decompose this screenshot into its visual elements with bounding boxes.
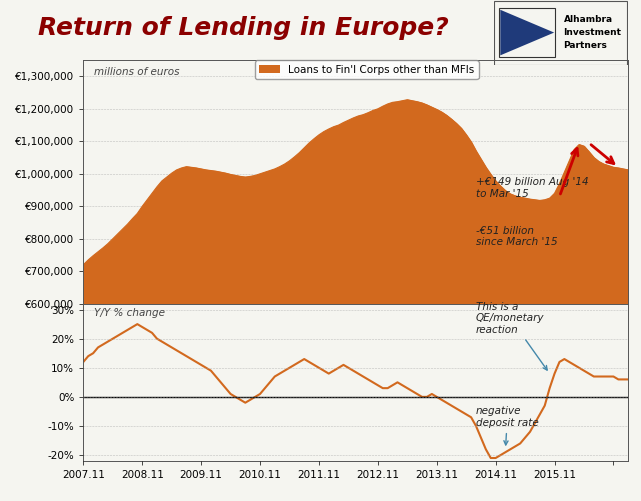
Text: +€149 billion Aug '14
to Mar '15: +€149 billion Aug '14 to Mar '15 [476,177,588,199]
Polygon shape [500,10,554,56]
Text: Investment: Investment [563,28,622,37]
Text: Partners: Partners [563,41,608,50]
Legend: Loans to Fin'l Corps other than MFIs: Loans to Fin'l Corps other than MFIs [254,61,479,79]
Text: Alhambra: Alhambra [563,15,613,24]
Text: millions of euros: millions of euros [94,68,179,78]
Text: -€51 billion
since March '15: -€51 billion since March '15 [476,226,557,247]
Text: Return of Lending in Europe?: Return of Lending in Europe? [38,16,449,40]
Text: Y/Y % change: Y/Y % change [94,309,165,319]
Text: negative
deposit rate: negative deposit rate [476,406,539,445]
Text: This is a
QE/monetary
reaction: This is a QE/monetary reaction [476,302,547,370]
